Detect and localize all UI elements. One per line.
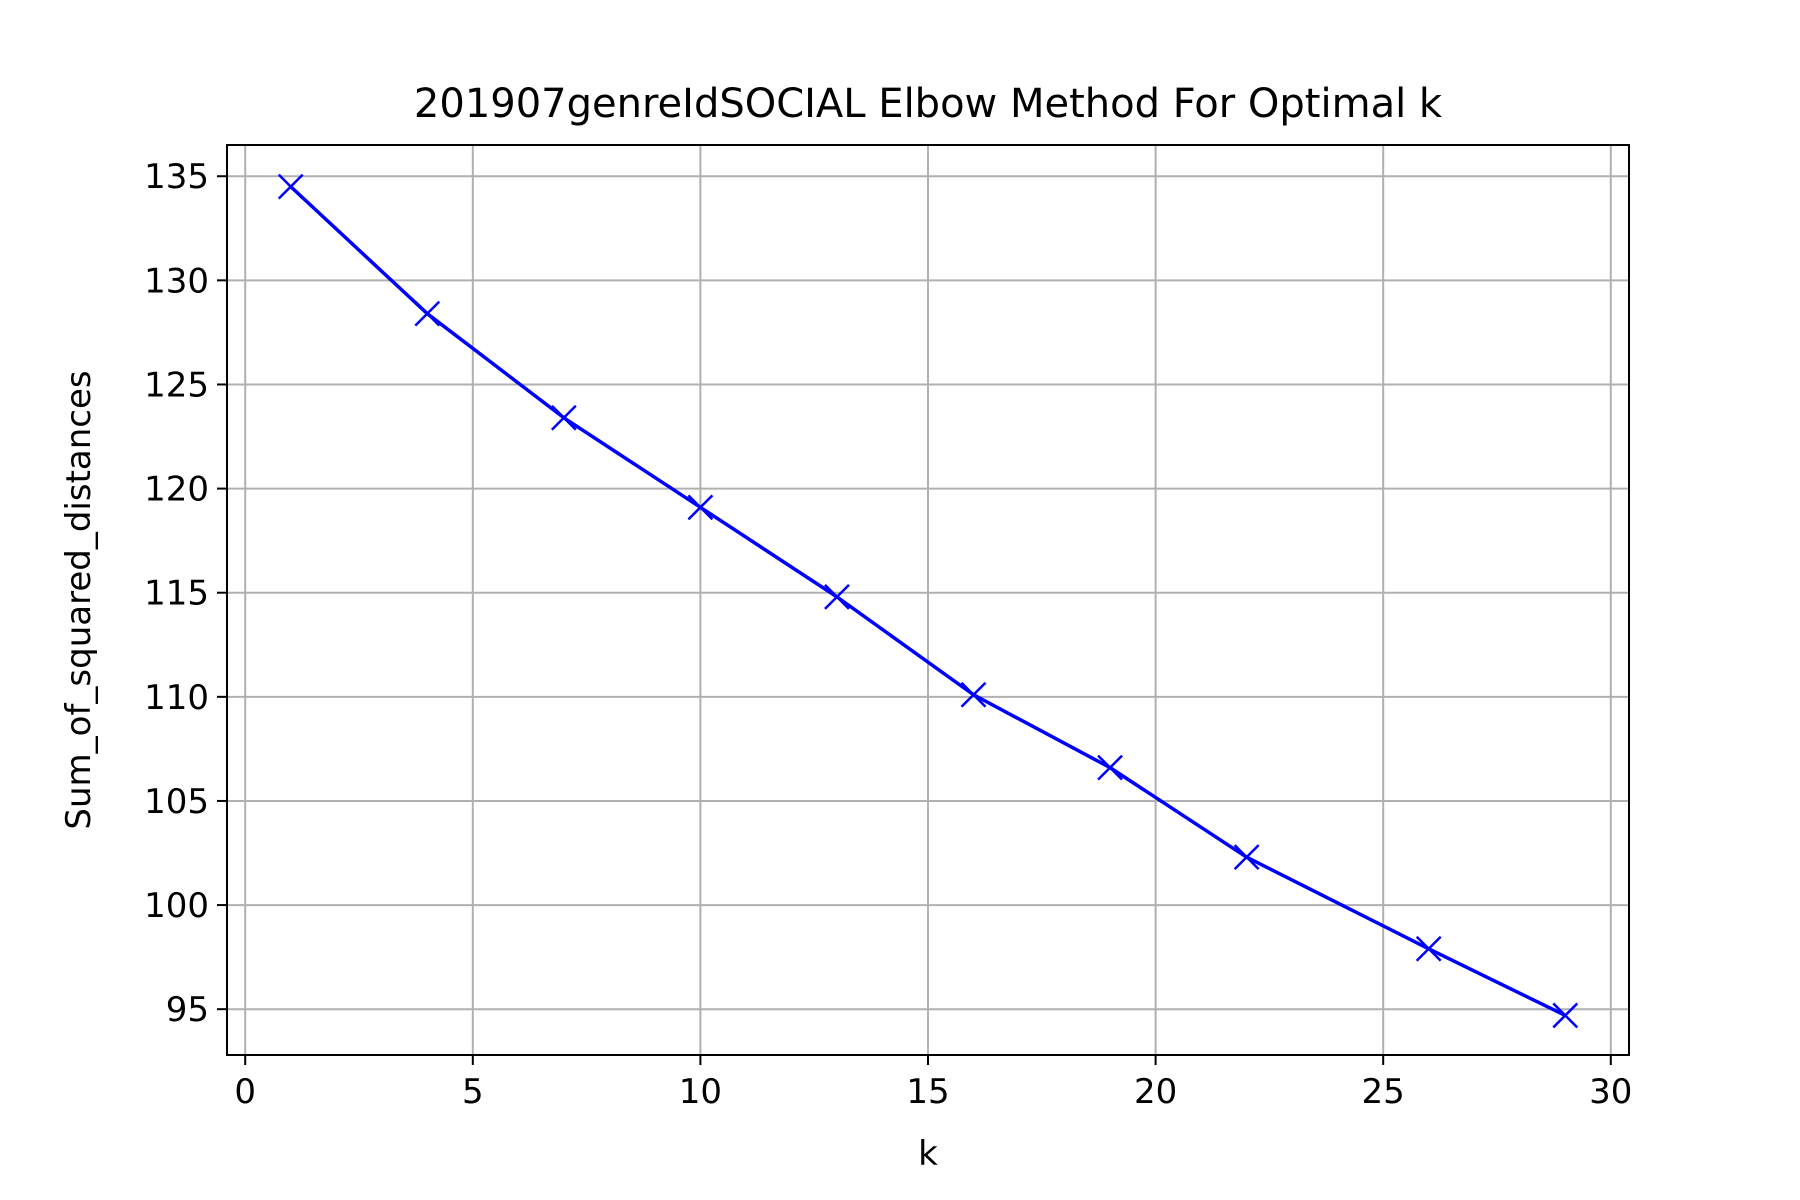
x-axis-label: k (918, 1134, 938, 1174)
y-tick-label: 110 (144, 678, 209, 718)
x-tick-label: 0 (234, 1072, 256, 1112)
marker-stroke (960, 681, 987, 708)
data-point-marker (550, 404, 577, 431)
x-tick-label: 20 (1134, 1072, 1177, 1112)
series-layer (277, 173, 1579, 1029)
data-point-marker (277, 173, 304, 200)
x-tick-label: 15 (906, 1072, 949, 1112)
y-tick-label: 105 (144, 782, 209, 822)
y-tick-label: 115 (144, 574, 209, 614)
chart-title: 201907genreIdSOCIAL Elbow Method For Opt… (414, 81, 1443, 127)
marker-stroke (1415, 935, 1442, 962)
data-point-marker (1552, 1002, 1579, 1029)
data-point-marker (414, 300, 441, 327)
y-axis-label: Sum_of_squared_distances (59, 370, 99, 829)
data-point-marker (1233, 844, 1260, 871)
grid-lines (227, 145, 1629, 1055)
data-point-marker (824, 583, 850, 610)
marker-stroke (277, 173, 304, 200)
data-point-marker (1415, 935, 1442, 962)
marker-stroke (1233, 844, 1260, 871)
marker-stroke (687, 494, 714, 521)
y-tick-label: 95 (166, 990, 209, 1030)
y-tick-label: 130 (144, 261, 209, 301)
marker-stroke (824, 583, 850, 610)
marker-stroke (1097, 754, 1123, 781)
axis-ticks: 0 5 10 15 20 25 30 95 100 105 110 115 120 125 130 135 (144, 157, 1632, 1112)
marker-stroke (550, 404, 577, 431)
data-point-marker (1097, 754, 1123, 781)
data-point-marker (960, 681, 987, 708)
marker-stroke (1552, 1002, 1579, 1029)
x-tick-label: 30 (1589, 1072, 1632, 1112)
marker-stroke (414, 300, 441, 327)
y-tick-label: 125 (144, 365, 209, 405)
x-tick-label: 25 (1362, 1072, 1405, 1112)
data-point-marker (687, 494, 714, 521)
series-line (289, 185, 1567, 1018)
y-tick-label: 120 (144, 470, 209, 510)
y-tick-label: 135 (144, 157, 209, 197)
y-tick-label: 100 (144, 886, 209, 926)
x-tick-label: 10 (679, 1072, 722, 1112)
x-tick-label: 5 (462, 1072, 484, 1112)
